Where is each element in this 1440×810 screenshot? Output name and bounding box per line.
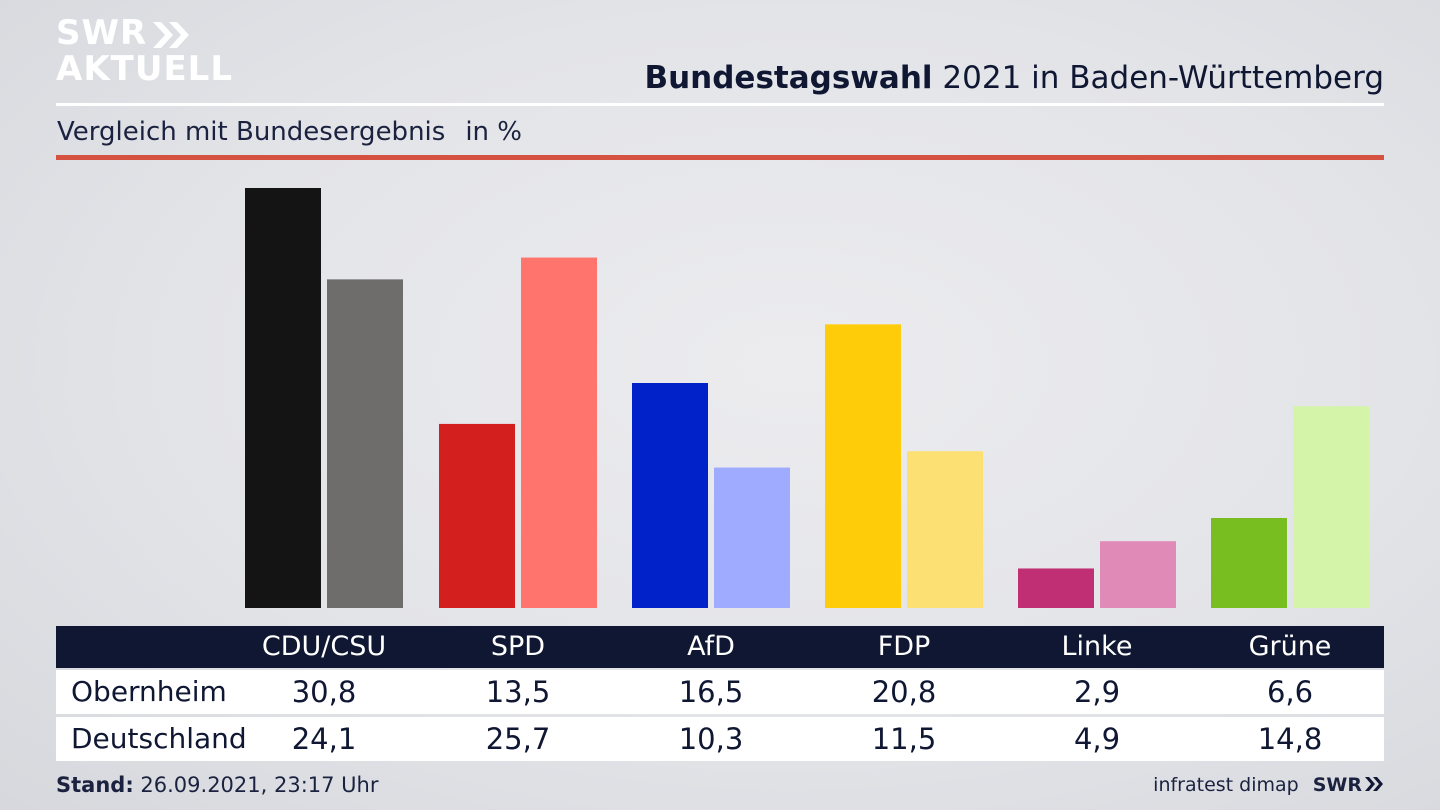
chart-title: Bundestagswahl 2021 in Baden-Württemberg: [644, 58, 1384, 98]
double-chevron-icon: [1365, 777, 1383, 791]
source-label: infratest dimap: [1153, 774, 1299, 796]
value-cell: 24,1: [291, 722, 357, 756]
bar-national-2: [714, 467, 790, 608]
value-cell: 14,8: [1257, 722, 1323, 756]
double-chevron-icon: [153, 22, 190, 48]
unit-label: in %: [465, 117, 522, 147]
logo-line-1: SWR: [56, 16, 233, 52]
stand-label: Stand:: [56, 773, 134, 797]
party-label: FDP: [877, 631, 931, 662]
row-label: Obernheim: [71, 675, 227, 708]
value-cell: 6,6: [1266, 675, 1314, 709]
value-cell: 2,9: [1073, 675, 1121, 709]
value-cell: 4,9: [1073, 722, 1121, 756]
bar-national-4: [1100, 541, 1176, 608]
value-cell: 16,5: [678, 675, 744, 709]
bar-local-1: [439, 423, 515, 608]
value-cell: 25,7: [485, 722, 551, 756]
value-cell: 20,8: [871, 675, 937, 709]
accent-divider: [56, 155, 1384, 160]
row-label: Deutschland: [71, 722, 247, 755]
bar-national-3: [907, 451, 983, 608]
table-row: Obernheim 30,8 13,5 16,5 20,8 2,9 6,6: [56, 670, 1384, 714]
bar-national-5: [1293, 406, 1369, 608]
subtitle-text: Vergleich mit Bundesergebnis: [57, 117, 446, 147]
bar-national-0: [327, 279, 403, 608]
party-label: SPD: [490, 631, 546, 662]
party-label: Linke: [1061, 631, 1133, 662]
bar-local-0: [245, 188, 321, 608]
value-cell: 11,5: [871, 722, 937, 756]
stand-value: 26.09.2021, 23:17 Uhr: [133, 773, 379, 797]
value-cell: 30,8: [291, 675, 357, 709]
footer-credits: infratest dimap SWR: [1153, 770, 1384, 800]
chart-subtitle: Vergleich mit Bundesergebnis in %: [57, 113, 522, 151]
value-cell: 10,3: [678, 722, 744, 756]
header-divider: [56, 103, 1384, 106]
timestamp: Stand: 26.09.2021, 23:17 Uhr: [56, 770, 379, 800]
table-row: Deutschland 24,1 25,7 10,3 11,5 4,9 14,8: [56, 717, 1384, 761]
footer-brand: SWR: [1312, 774, 1362, 796]
swr-aktuell-logo: SWR AKTUELL: [56, 16, 233, 88]
bar-local-5: [1211, 518, 1287, 608]
bar-local-4: [1018, 568, 1094, 608]
party-label: CDU/CSU: [261, 631, 387, 662]
title-rest: 2021 in Baden-Württemberg: [932, 60, 1384, 96]
party-label: Grüne: [1248, 631, 1332, 662]
bar-national-1: [521, 257, 597, 608]
logo-line-2: AKTUELL: [56, 49, 234, 89]
bar-local-2: [632, 383, 708, 608]
bar-local-3: [825, 324, 901, 608]
title-bold: Bundestagswahl: [644, 60, 933, 96]
party-header-row: CDU/CSU SPD AfD FDP Linke Grüne: [56, 626, 1384, 668]
party-label: AfD: [687, 631, 735, 662]
value-cell: 13,5: [485, 675, 551, 709]
